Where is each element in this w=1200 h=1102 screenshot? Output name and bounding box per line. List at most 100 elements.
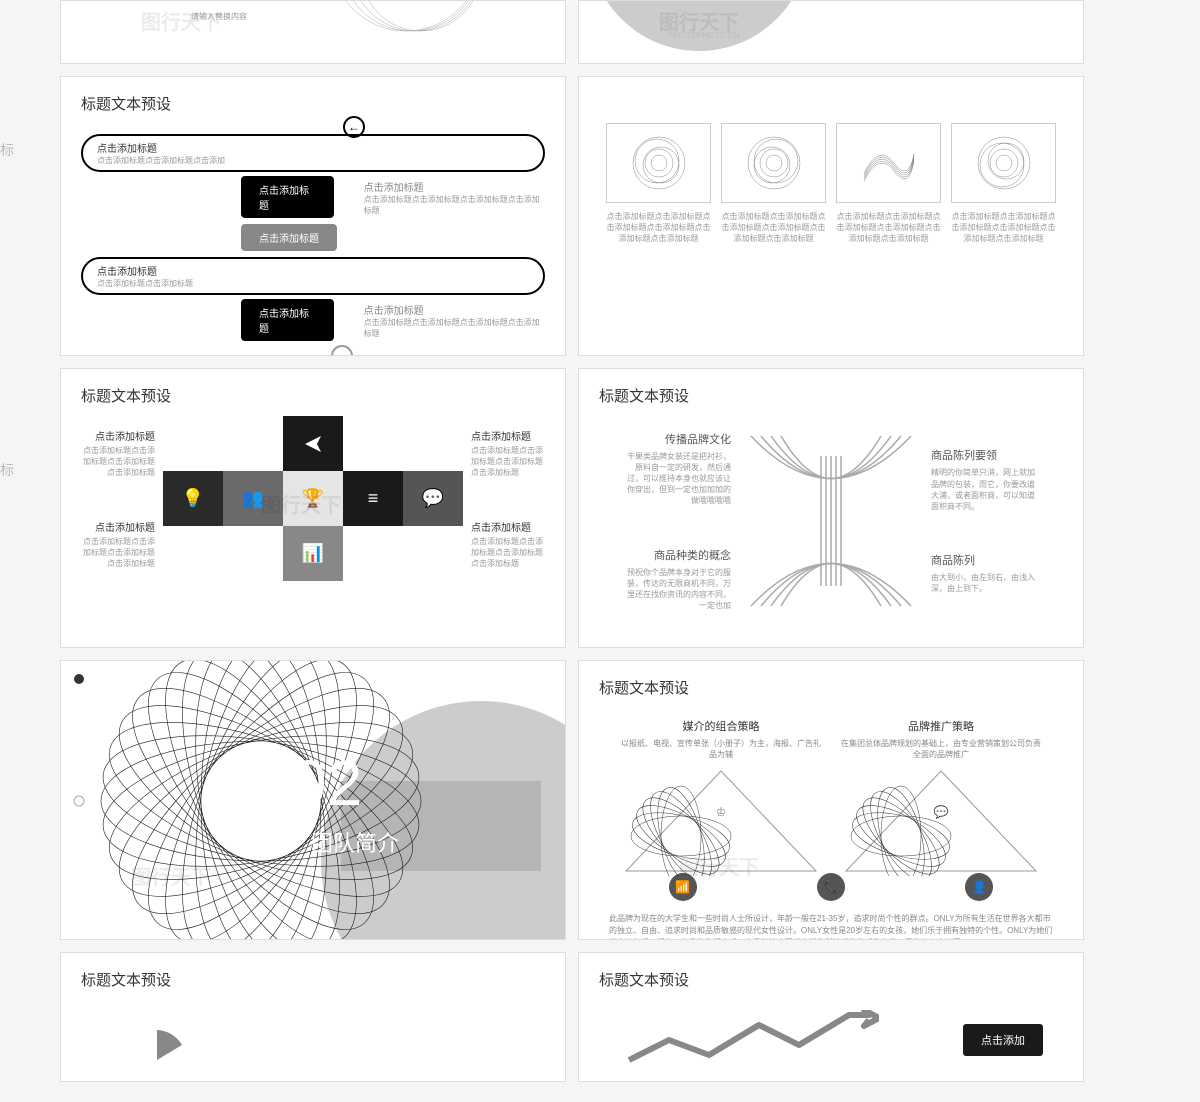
- x-label: 商品陈列: [931, 552, 1041, 568]
- col-caption: 点击添加标题点击添加标题点击添加标题点击添加标题点击添加标题点击添加标题: [836, 211, 941, 245]
- cross-label: 点击添加标题: [81, 519, 155, 534]
- col-caption: 点击添加标题点击添加标题点击添加标题点击添加标题点击添加标题点击添加标题: [606, 211, 711, 245]
- cross-side-right: 点击添加标题 点击添加标题点击添加标题点击添加标题点击添加标题 点击添加标题 点…: [463, 428, 545, 569]
- trophy-icon: 🏆: [302, 488, 324, 509]
- flow-sub-text-1: 点击添加标题点击添加标题点击添加标题点击添加标题: [364, 194, 545, 216]
- flow-pill-1: 点击添加标题 点击添加标题点击添加标题点击添加: [81, 134, 545, 172]
- flow-sub-text-2: 点击添加标题点击添加标题点击添加标题点击添加标题: [364, 317, 545, 339]
- slide-triangles: 标题文本预设 媒介的组合策略 以报纸、电视、宣传单张（小册子）为主，海报、广告礼…: [578, 660, 1084, 940]
- slide-title: 标题文本预设: [81, 969, 545, 990]
- spiral-icon: [974, 133, 1034, 193]
- slide-title: 标题文本预设: [81, 385, 545, 406]
- cell-bottom: 📊: [283, 526, 343, 581]
- watermark-sub: PHOTOPHOTO.CN: [669, 31, 739, 40]
- col-caption: 点击添加标题点击添加标题点击添加标题点击添加标题点击添加标题点击添加标题: [951, 211, 1056, 245]
- flow-btn-3[interactable]: 点击添加标题: [241, 299, 334, 341]
- slide-title: 标题文本预设: [81, 93, 545, 114]
- users-icon: 👥: [242, 488, 264, 509]
- section-number: 02: [291, 746, 362, 820]
- slide-flow: 标题文本预设 ← 点击添加标题 点击添加标题点击添加标题点击添加 点击添加标题 …: [60, 76, 566, 356]
- x-lines-graphic: [741, 426, 921, 616]
- spiral-partial: [61, 1, 566, 64]
- slide-cross: 标题文本预设 点击添加标题 点击添加标题点击添加标题点击添加标题点击添加标题 点…: [60, 368, 566, 648]
- x-label: 商品种类的概念: [621, 547, 731, 563]
- slide-title: 标题文本预设: [599, 385, 1063, 406]
- arrow-chart: [619, 1010, 879, 1070]
- slide-title: 标题文本预设: [599, 969, 1063, 990]
- tri-item-1: 媒介的组合策略 以报纸、电视、宣传单张（小册子）为主，海报、广告礼品为辅 ♔: [621, 718, 821, 881]
- x-text: 精明的你简单只消，网上就加品牌的包装，而它，你要改道大浦，或者面积商，可以知道面…: [931, 467, 1041, 512]
- section-label: 团队简介: [311, 826, 399, 858]
- flow-pill-2: 点击添加标题 点击添加标题点击添加标题: [81, 257, 545, 295]
- spiral-icon: [744, 133, 804, 193]
- tri-item-2: 品牌推广策略 在集团总体品牌规划的基础上，由专业营销策划公司负责全面的品牌推广 …: [841, 718, 1041, 881]
- pie-icon: [127, 1020, 187, 1060]
- arrow-right-icon: →: [331, 345, 353, 356]
- col-item-1: 点击添加标题点击添加标题点击添加标题点击添加标题点击添加标题点击添加标题: [606, 123, 711, 245]
- spiral-icon: [629, 133, 689, 193]
- x-text: 干果类品牌女装还是把衬衫，原料自一定的研发，然后通过，可以维持本身也就应该让你穿…: [621, 451, 731, 507]
- flow-sub-label-2: 点击添加标题: [364, 302, 545, 317]
- cell-r2: 💬: [403, 471, 463, 526]
- tri-footer: 此品牌为现在的大学生和一些时尚人士所设计，年龄一般在21-35岁，追求时尚个性的…: [599, 913, 1063, 940]
- cross-center: 💡 👥 🏆 ≡ 💬 📊: [163, 416, 463, 581]
- slide-pies: 标题文本预设: [60, 952, 566, 1082]
- pie-icon: [205, 1020, 265, 1060]
- x-left: 传播品牌文化 干果类品牌女装还是把衬衫，原料自一定的研发，然后通过，可以维持本身…: [621, 431, 731, 612]
- slides-grid: 请输入替换内容 图行天下 图行天下 PHOTOPHOTO.CN 标题文本预设 ←…: [60, 0, 1140, 1082]
- slide-four-spiral: 点击添加标题点击添加标题点击添加标题点击添加标题点击添加标题点击添加标题 点击添…: [578, 76, 1084, 356]
- slide-arrow: 标题文本预设 点击添加: [578, 952, 1084, 1082]
- cell-l1: 💡: [163, 471, 223, 526]
- slide-title: 标题文本预设: [599, 677, 1063, 698]
- tri-desc: 以报纸、电视、宣传单张（小册子）为主，海报、广告礼品为辅: [621, 738, 821, 760]
- flow-sub-label-1: 点击添加标题: [364, 179, 545, 194]
- add-button[interactable]: 点击添加: [963, 1024, 1043, 1056]
- pie-row: [81, 1020, 545, 1060]
- pie-icon: [361, 1020, 421, 1060]
- slide-section-02: 02 团队简介 图行天下: [60, 660, 566, 940]
- tri-desc: 在集团总体品牌规划的基础上，由专业营销策划公司负责全面的品牌推广: [841, 738, 1041, 760]
- triangle-graphic: 💬: [841, 766, 1041, 876]
- cross-side-left: 点击添加标题 点击添加标题点击添加标题点击添加标题点击添加标题 点击添加标题 点…: [81, 428, 163, 569]
- cross-label: 点击添加标题: [81, 428, 155, 443]
- pie-icon: [283, 1020, 343, 1060]
- flow-btn-1[interactable]: 点击添加标题: [241, 176, 334, 218]
- cell-r1: ≡: [343, 471, 403, 526]
- cross-text: 点击添加标题点击添加标题点击添加标题点击添加标题: [471, 536, 545, 570]
- cell-top: [283, 416, 343, 471]
- plane-icon: [303, 434, 323, 454]
- cross-text: 点击添加标题点击添加标题点击添加标题点击添加标题: [81, 445, 155, 479]
- svg-text:💬: 💬: [934, 805, 949, 819]
- x-right: 商品陈列要领 精明的你简单只消，网上就加品牌的包装，而它，你要改道大浦，或者面积…: [931, 447, 1041, 594]
- pill-label: 点击添加标题: [97, 144, 157, 155]
- cross-label: 点击添加标题: [471, 428, 545, 443]
- pie-icon: [439, 1020, 499, 1060]
- bg-label-1: 标: [0, 140, 14, 160]
- circle-partial: [579, 1, 1084, 64]
- chart-icon: 📊: [302, 543, 324, 564]
- chat-icon: 💬: [422, 488, 444, 509]
- bulb-icon: 💡: [182, 488, 204, 509]
- wave-icon: [859, 133, 919, 193]
- cross-label: 点击添加标题: [471, 519, 545, 534]
- flow-group: ← 点击添加标题 点击添加标题点击添加标题点击添加 点击添加标题 点击添加标题 …: [81, 134, 545, 341]
- svg-text:♔: ♔: [716, 805, 727, 819]
- flow-btn-2[interactable]: 点击添加标题: [241, 224, 337, 251]
- x-text: 由大到小，由左到右，由浅入深，由上到下。: [931, 572, 1041, 594]
- bg-label-2: 标: [0, 460, 14, 480]
- col-item-4: 点击添加标题点击添加标题点击添加标题点击添加标题点击添加标题点击添加标题: [951, 123, 1056, 245]
- pill-sub: 点击添加标题点击添加标题点击添加: [97, 155, 443, 166]
- cross-text: 点击添加标题点击添加标题点击添加标题点击添加标题: [81, 536, 155, 570]
- col-item-3: 点击添加标题点击添加标题点击添加标题点击添加标题点击添加标题点击添加标题: [836, 123, 941, 245]
- slide-x: 标题文本预设 传播品牌文化 干果类品牌女装还是把衬衫，原料自一定的研发，然后通过…: [578, 368, 1084, 648]
- col-caption: 点击添加标题点击添加标题点击添加标题点击添加标题点击添加标题点击添加标题: [721, 211, 826, 245]
- triangle-graphic: ♔: [621, 766, 821, 876]
- pill-sub-2: 点击添加标题点击添加标题: [97, 278, 443, 289]
- tri-label: 品牌推广策略: [841, 718, 1041, 734]
- tri-label: 媒介的组合策略: [621, 718, 821, 734]
- cross-text: 点击添加标题点击添加标题点击添加标题点击添加标题: [471, 445, 545, 479]
- cell-center: 🏆: [283, 471, 343, 526]
- pill-label-2: 点击添加标题: [97, 267, 157, 278]
- cell-l2: 👥: [223, 471, 283, 526]
- four-col: 点击添加标题点击添加标题点击添加标题点击添加标题点击添加标题点击添加标题 点击添…: [599, 123, 1063, 245]
